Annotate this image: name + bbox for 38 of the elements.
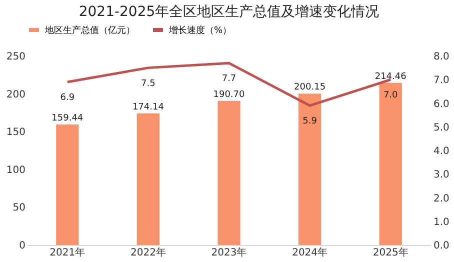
y2-tick-label: 0.0 [434,240,450,252]
data-label: 159.44 [52,113,84,124]
y-tick-label: 200 [6,89,26,100]
y2-tick-label: 2.0 [434,193,450,204]
data-label: 7.5 [141,78,156,89]
bar [218,100,240,245]
y2-tick-label: 7.0 [434,75,450,86]
y-tick-label: 100 [6,164,26,176]
x-tick-label: 2023年 [211,246,247,258]
y-tick-label: 0 [19,240,26,252]
chart-title: 2021-2025年全区地区生产总值及增速变化情况 [78,4,380,20]
x-tick-label: 2025年 [372,246,408,258]
bar [379,82,402,245]
bar [136,113,160,245]
x-tick-label: 2021年 [50,246,86,258]
data-label: 7.7 [222,74,236,84]
y-tick-label: 50 [12,202,26,214]
bar [56,124,79,245]
y2-tick-label: 6.0 [434,98,450,110]
data-label: 5.9 [302,116,318,127]
y2-tick-label: 5.0 [434,122,450,134]
legend-label: 地区生产总值（亿元） [44,25,135,36]
data-label: 190.70 [213,90,246,100]
y2-tick-label: 8.0 [434,52,450,62]
data-label: 214.46 [374,72,407,82]
x-tick-label: 2022年 [130,246,166,258]
bar [298,94,322,245]
x-tick-label: 2024年 [292,246,328,258]
legend-label: 增长速度（%） [168,25,232,36]
data-label: 7.0 [383,90,398,101]
data-label: 6.9 [60,92,75,103]
y2-tick-label: 4.0 [434,146,450,157]
data-label: 200.15 [294,82,326,93]
y2-tick-label: 1.0 [434,216,450,228]
data-label: 174.14 [132,102,164,112]
y2-tick-label: 3.0 [434,170,450,181]
y-tick-label: 150 [6,127,26,138]
y-tick-label: 250 [6,52,26,62]
